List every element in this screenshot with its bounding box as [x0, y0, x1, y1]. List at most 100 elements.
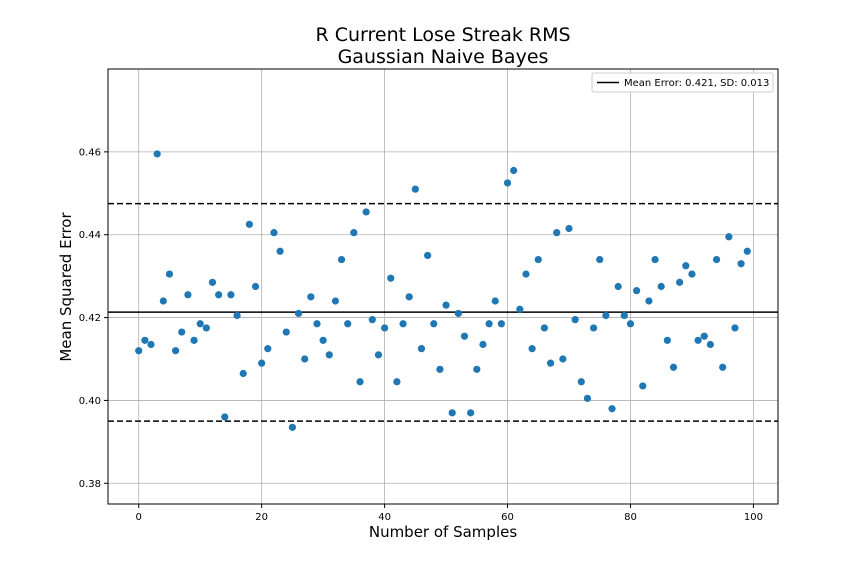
data-point: [522, 270, 530, 278]
data-point: [362, 208, 370, 216]
data-point: [731, 324, 739, 332]
data-point: [669, 363, 678, 371]
data-point: [141, 336, 149, 344]
data-point: [331, 297, 340, 305]
data-point: [516, 305, 524, 313]
data-point: [743, 247, 751, 255]
data-point: [387, 274, 395, 282]
data-point: [491, 297, 499, 305]
data-point: [301, 355, 309, 363]
data-point: [245, 220, 253, 228]
data-point: [424, 251, 432, 260]
data-point: [528, 345, 536, 353]
data-point: [663, 336, 671, 344]
data-point: [227, 291, 235, 299]
data-point: [202, 324, 210, 332]
data-point: [337, 255, 346, 264]
x-tick-label: 100: [744, 512, 763, 523]
data-point: [737, 260, 745, 268]
data-point: [190, 336, 198, 344]
chart-subtitle: Gaussian Naive Bayes: [338, 46, 549, 68]
data-point: [282, 328, 290, 336]
data-point: [147, 340, 155, 349]
data-point: [645, 297, 653, 305]
data-point: [602, 311, 610, 320]
data-point: [319, 336, 327, 344]
data-point: [719, 363, 727, 371]
data-point: [417, 345, 426, 353]
data-point: [676, 278, 684, 286]
y-tick-label: 0.38: [79, 479, 101, 490]
data-point: [294, 309, 303, 318]
y-gridlines: [108, 151, 778, 484]
data-point: [577, 378, 585, 386]
data-point: [712, 255, 721, 264]
data-point: [258, 359, 266, 367]
data-point: [411, 185, 419, 193]
data-point: [546, 359, 555, 367]
data-point: [460, 332, 469, 340]
data-point: [614, 282, 622, 291]
data-point: [405, 293, 413, 301]
data-point: [393, 378, 401, 386]
data-point: [350, 229, 358, 237]
data-point: [288, 423, 297, 431]
data-point: [503, 179, 512, 187]
data-point: [251, 282, 260, 291]
x-tick-label: 80: [624, 512, 637, 523]
data-point: [208, 278, 217, 286]
data-point: [430, 320, 438, 328]
data-point: [694, 336, 702, 344]
data-point: [682, 262, 690, 270]
x-axis-ticks: 0 20 40 60 80 100: [136, 504, 763, 523]
data-point: [442, 301, 450, 309]
data-point: [559, 355, 567, 363]
x-tick-label: 60: [501, 512, 514, 523]
data-point: [565, 224, 573, 233]
y-axis-ticks: 0.38 0.40 0.42 0.44 0.46: [79, 147, 108, 490]
data-point: [215, 291, 223, 299]
data-points: [135, 150, 751, 431]
data-point: [589, 324, 598, 332]
x-axis-label: Number of Samples: [369, 523, 517, 541]
data-point: [172, 347, 180, 355]
data-point: [344, 320, 352, 328]
data-point: [473, 365, 481, 373]
data-point: [153, 150, 161, 158]
data-point: [399, 320, 407, 328]
data-point: [159, 297, 167, 305]
data-point: [608, 405, 616, 413]
y-tick-label: 0.40: [79, 396, 101, 407]
data-point: [657, 282, 665, 291]
legend-label: Mean Error: 0.421, SD: 0.013: [624, 78, 769, 89]
data-point: [233, 311, 241, 320]
data-point: [571, 316, 579, 324]
data-point: [510, 166, 518, 175]
x-gridlines: [138, 69, 754, 504]
data-point: [448, 409, 456, 417]
data-point: [381, 324, 389, 332]
data-point: [467, 409, 475, 417]
legend: Mean Error: 0.421, SD: 0.013: [591, 72, 774, 93]
y-tick-label: 0.44: [79, 230, 101, 241]
data-point: [583, 394, 592, 402]
data-point: [553, 229, 561, 237]
data-point: [239, 369, 247, 378]
legend-box: [591, 72, 774, 93]
x-tick-label: 40: [378, 512, 391, 523]
data-point: [633, 287, 641, 295]
data-point: [706, 340, 714, 349]
data-point: [270, 229, 278, 237]
data-point: [196, 320, 204, 328]
data-point: [264, 345, 272, 353]
data-point: [325, 351, 333, 359]
y-tick-label: 0.42: [79, 313, 101, 324]
data-point: [485, 320, 493, 328]
data-point: [135, 347, 143, 355]
data-point: [184, 291, 192, 299]
data-point: [497, 320, 505, 328]
data-point: [540, 324, 549, 332]
data-point: [626, 320, 635, 328]
y-axis-label: Mean Squared Error: [57, 212, 75, 362]
